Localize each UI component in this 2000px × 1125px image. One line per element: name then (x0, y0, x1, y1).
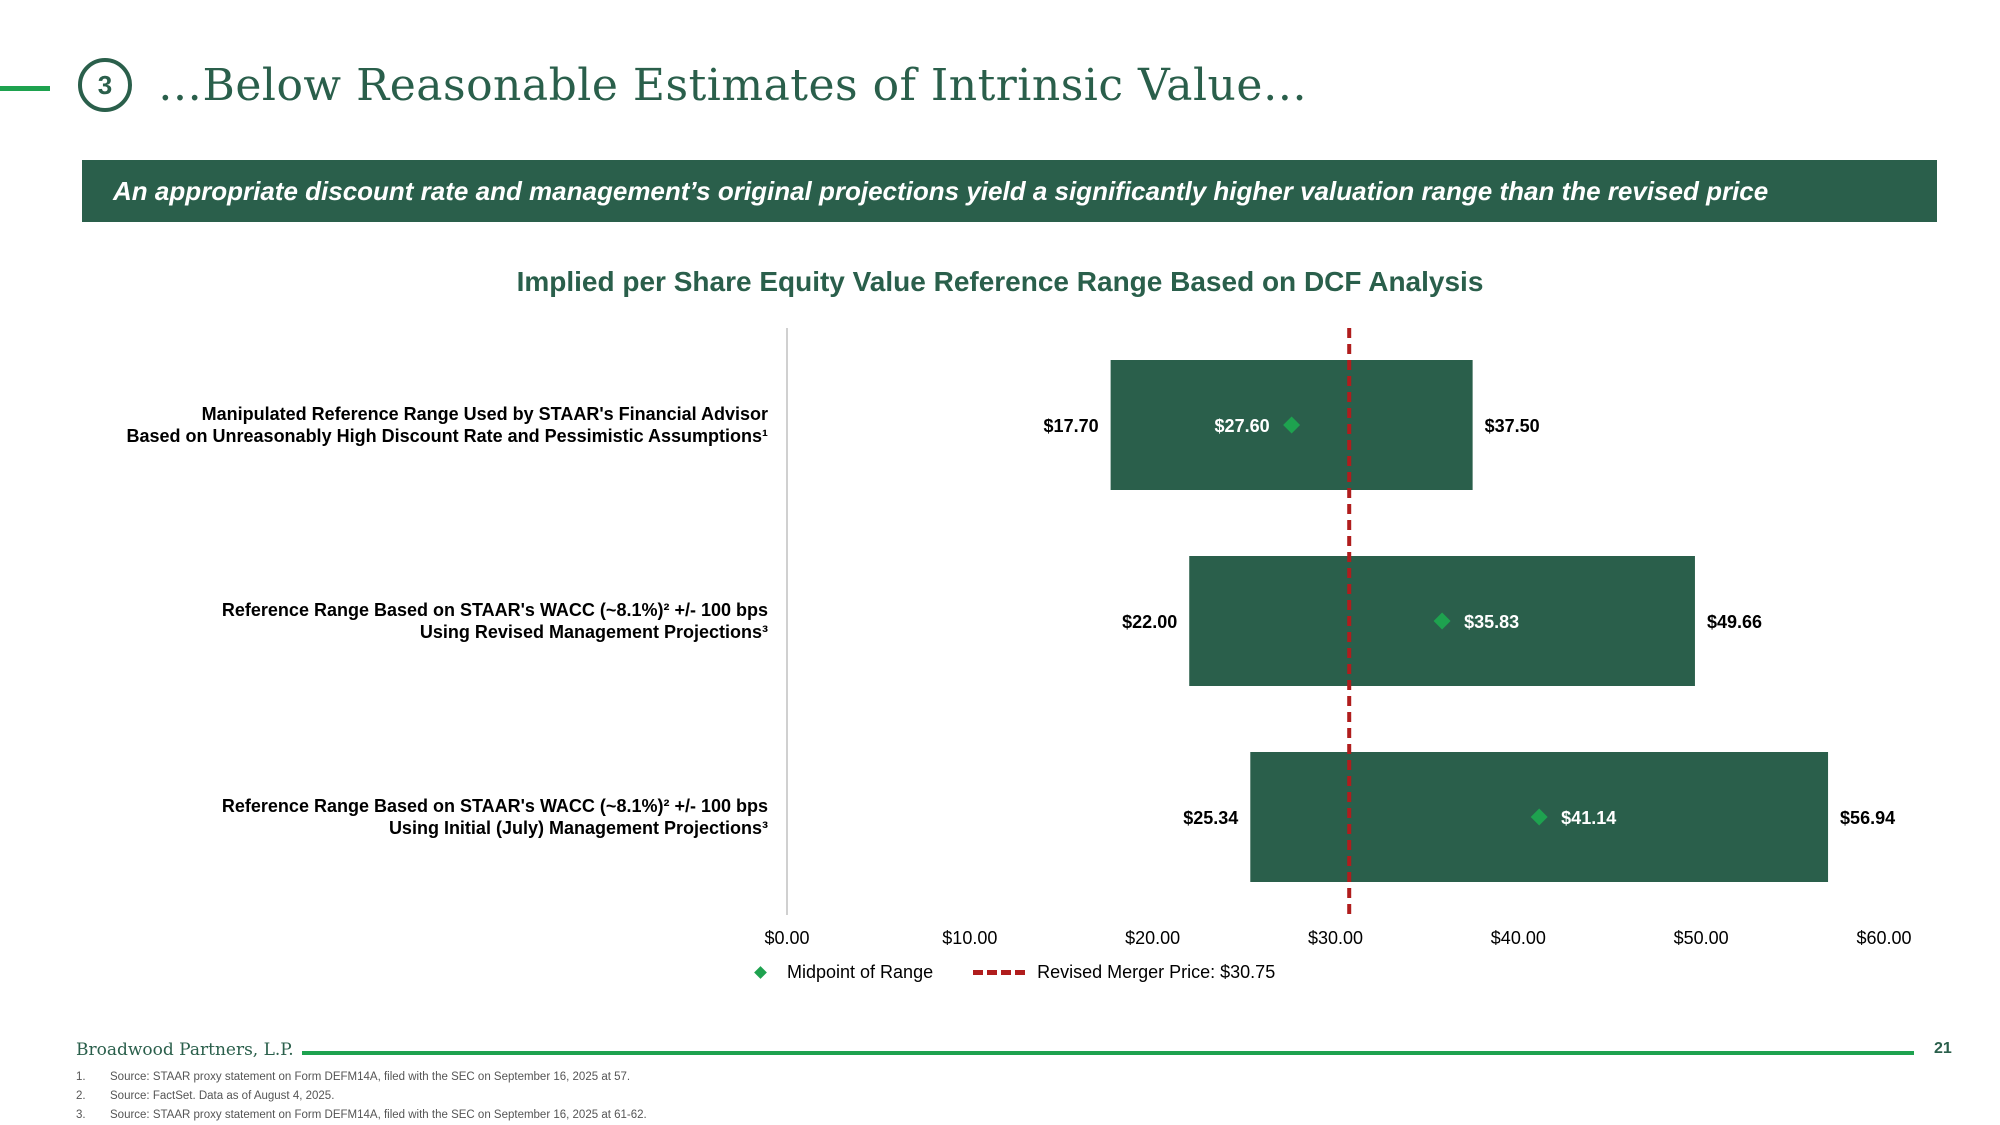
footnote-text: Source: STAAR proxy statement on Form DE… (110, 1109, 647, 1121)
midpoint-value-label: $27.60 (1215, 416, 1270, 436)
high-value-label: $49.66 (1707, 612, 1762, 632)
legend-label-midpoint: Midpoint of Range (787, 962, 934, 982)
category-label-line1: Reference Range Based on STAAR's WACC (~… (221, 796, 768, 816)
category-label: Reference Range Based on STAAR's WACC (~… (48, 795, 768, 839)
footnotes: 1. Source: STAAR proxy statement on Form … (76, 1068, 647, 1125)
midpoint-marker (1433, 612, 1451, 630)
legend-label-reference: Revised Merger Price: $30.75 (1037, 962, 1276, 982)
low-value-label: $17.70 (1044, 416, 1099, 436)
company-name: Broadwood Partners, L.P. (76, 1040, 294, 1060)
footnote-number: 3. (76, 1109, 86, 1121)
category-label-line1: Reference Range Based on STAAR's WACC (~… (221, 600, 768, 620)
x-tick-label: $30.00 (1308, 928, 1363, 948)
category-label: Reference Range Based on STAAR's WACC (~… (48, 599, 768, 643)
chart-title: Implied per Share Equity Value Reference… (516, 266, 1484, 297)
midpoint-diamond-icon (754, 966, 767, 979)
x-tick-label: $60.00 (1856, 928, 1911, 948)
page-title: …Below Reasonable Estimates of Intrinsic… (158, 60, 1308, 111)
x-tick-label: $40.00 (1491, 928, 1546, 948)
header-accent-line (0, 86, 50, 91)
midpoint-value-label: $35.83 (1464, 612, 1519, 632)
footnote-text: Source: STAAR proxy statement on Form DE… (110, 1071, 631, 1083)
dashed-line-icon (973, 970, 1026, 975)
footer-divider (302, 1051, 1914, 1055)
low-value-label: $25.34 (1183, 808, 1238, 828)
x-tick-label: $20.00 (1125, 928, 1180, 948)
legend-item-midpoint: Midpoint of Range (752, 962, 933, 983)
category-label-line2: Based on Unreasonably High Discount Rate… (126, 426, 768, 446)
high-value-label: $37.50 (1485, 416, 1540, 436)
high-value-label: $56.94 (1840, 808, 1895, 828)
page-number: 21 (1934, 1040, 1952, 1057)
category-label-line2: Using Revised Management Projections³ (419, 622, 768, 642)
footnote-number: 1. (76, 1071, 86, 1083)
section-number: 3 (97, 69, 113, 100)
chart-legend: Midpoint of Range Revised Merger Price: … (752, 962, 1315, 983)
x-tick-label: $50.00 (1674, 928, 1729, 948)
footnote: 3. Source: STAAR proxy statement on Form … (76, 1106, 647, 1125)
footnote: 1. Source: STAAR proxy statement on Form … (76, 1068, 647, 1087)
x-tick-label: $0.00 (764, 928, 809, 948)
midpoint-marker (1530, 808, 1548, 826)
footnote: 2. Source: FactSet. Data as of August 4, … (76, 1087, 647, 1106)
midpoint-value-label: $41.14 (1561, 808, 1616, 828)
x-tick-label: $10.00 (942, 928, 997, 948)
section-number-badge: 3 (78, 58, 132, 112)
category-label-line1: Manipulated Reference Range Used by STAA… (201, 404, 768, 424)
summary-banner: An appropriate discount rate and managem… (82, 160, 1937, 222)
footnote-text: Source: FactSet. Data as of August 4, 20… (110, 1090, 335, 1102)
legend-item-reference: Revised Merger Price: $30.75 (973, 962, 1275, 983)
category-label-line2: Using Initial (July) Management Projecti… (388, 818, 768, 838)
footnote-number: 2. (76, 1090, 86, 1102)
low-value-label: $22.00 (1122, 612, 1177, 632)
category-label: Manipulated Reference Range Used by STAA… (48, 403, 768, 447)
